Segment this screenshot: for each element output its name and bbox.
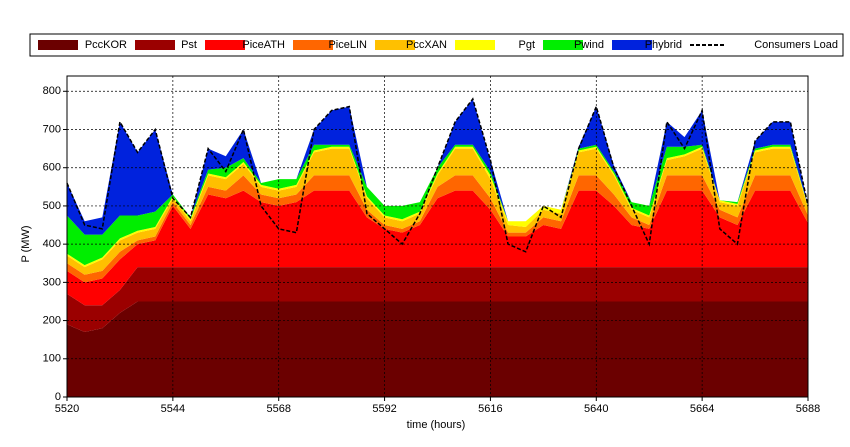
area — [67, 190, 808, 306]
legend-label: PccXAN — [406, 39, 447, 51]
legend-swatch — [205, 40, 245, 50]
area — [67, 267, 808, 333]
legend-box — [29, 33, 844, 57]
y-tick-label: 100 — [43, 353, 61, 365]
legend-label: PiceLIN — [328, 39, 367, 51]
y-tick-label: 600 — [43, 162, 61, 174]
legend-label: Pgt — [518, 39, 535, 51]
legend-swatch — [612, 40, 652, 50]
legend-label: Pwind — [574, 39, 604, 51]
x-tick-label: 5688 — [796, 403, 820, 415]
x-tick-label: 5592 — [372, 403, 396, 415]
legend-swatch — [38, 40, 78, 50]
legend-label: Phybrid — [645, 39, 682, 51]
x-tick-label: 5544 — [161, 403, 185, 415]
area — [67, 175, 808, 283]
y-tick-label: 500 — [43, 200, 61, 212]
legend-swatch — [543, 40, 583, 50]
x-axis-label: time (hours) — [407, 419, 466, 431]
area — [67, 148, 808, 275]
plot-frame — [66, 75, 809, 398]
y-tick-label: 0 — [55, 391, 61, 403]
legend-swatch — [135, 40, 175, 50]
x-tick-label: 5616 — [478, 403, 502, 415]
y-tick-label: 400 — [43, 238, 61, 250]
y-tick-label: 300 — [43, 276, 61, 288]
area — [67, 301, 808, 397]
y-tick-label: 800 — [43, 85, 61, 97]
legend-label: Pst — [181, 39, 197, 51]
x-tick-label: 5640 — [584, 403, 608, 415]
legend-swatch — [455, 40, 495, 50]
legend-swatch — [293, 40, 333, 50]
x-tick-label: 5520 — [55, 403, 79, 415]
legend-label: Consumers Load — [754, 39, 838, 51]
legend-label: PiceATH — [242, 39, 285, 51]
legend-swatch — [375, 40, 415, 50]
x-tick-label: 5664 — [690, 403, 714, 415]
y-tick-label: 200 — [43, 314, 61, 326]
x-tick-label: 5568 — [266, 403, 290, 415]
legend-label: PccKOR — [85, 39, 127, 51]
y-axis-label: P (MW) — [20, 225, 32, 262]
y-tick-label: 700 — [43, 123, 61, 135]
load-line — [66, 97, 809, 253]
